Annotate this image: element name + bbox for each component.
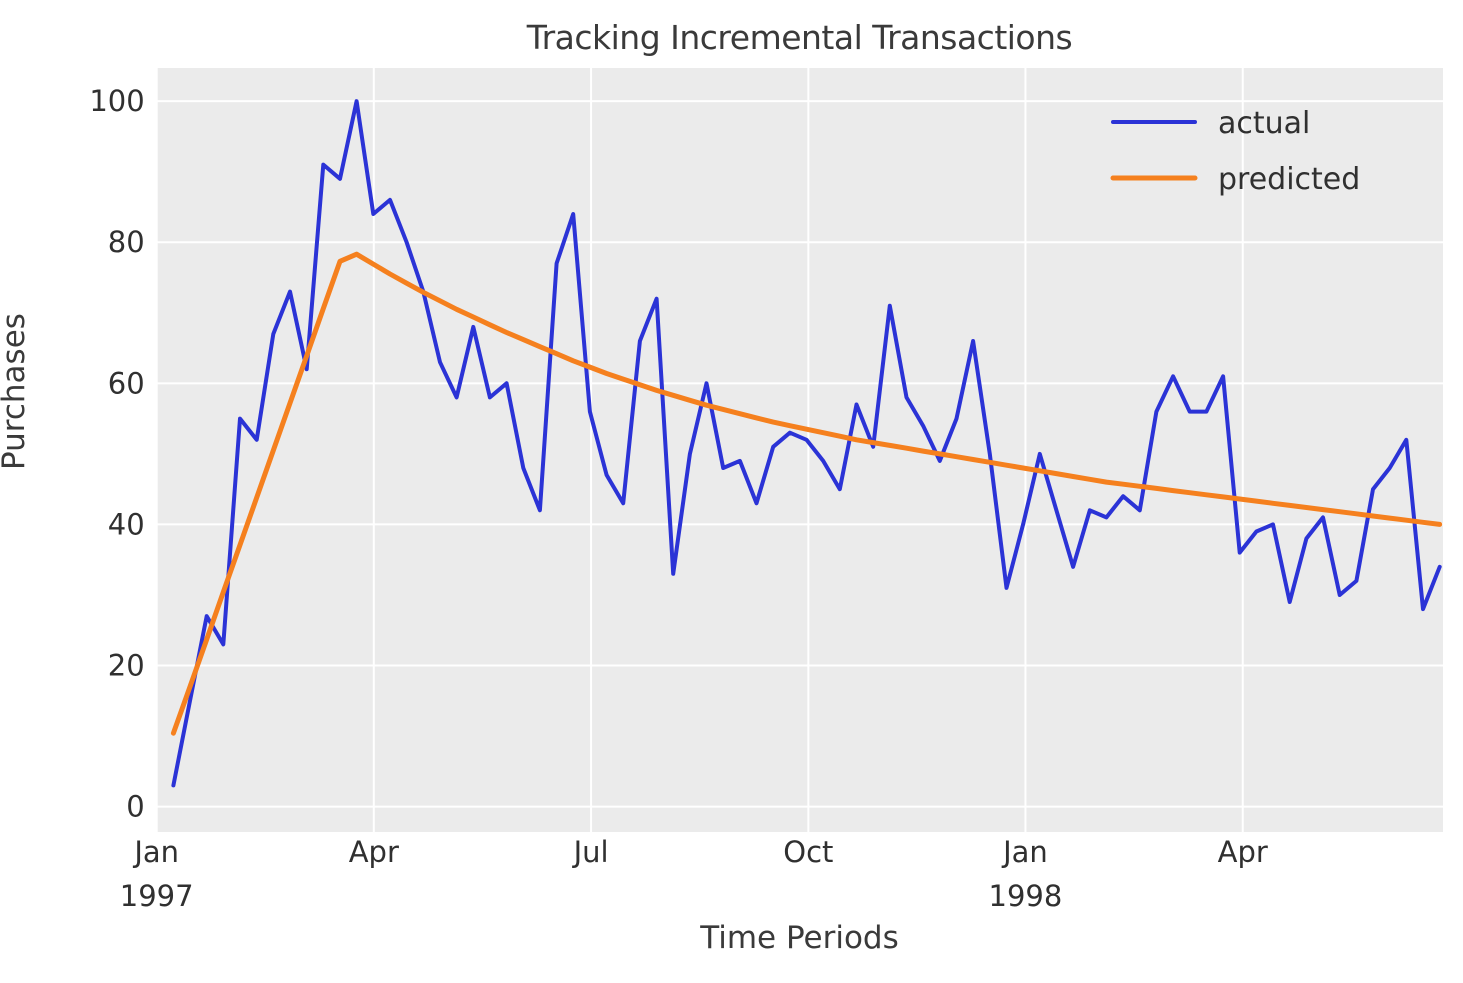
y-tick-label: 80 [108,225,145,259]
x-tick-label: Apr [349,835,399,869]
legend-actual-label: actual [1218,106,1310,141]
y-axis-label: Purchases [0,313,32,470]
x-tick-label: Apr [1218,835,1268,869]
x-tick-label: Jul [572,835,609,869]
y-tick-label: 40 [108,507,145,541]
y-tick-label: 20 [108,649,145,683]
y-tick-label: 100 [89,84,144,118]
series-predicted-line [170,251,1443,736]
x-tick-year-label: 1997 [120,879,194,913]
x-axis-label: Time Periods [700,920,899,956]
series-actual-line [171,99,1442,788]
x-tick-label: Jan [132,835,179,869]
x-tick-year-label: 1998 [989,879,1063,913]
x-tick-label: Jan [1001,835,1048,869]
x-tick-label: Oct [783,835,833,869]
y-tick-label: 0 [126,790,144,824]
y-tick-label: 60 [108,366,145,400]
chart-title: Tracking Incremental Transactions [526,18,1073,57]
legend-predicted-label: predicted [1218,162,1360,197]
